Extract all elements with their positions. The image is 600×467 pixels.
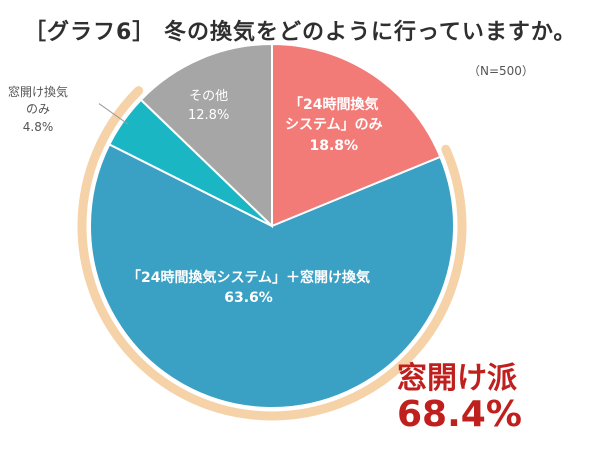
slice-24h-plus-window: [89, 143, 455, 409]
slice-label-24h-only: 「24時間換気 システム」のみ 18.8%: [285, 97, 383, 154]
sample-size-note: （N=500）: [468, 64, 534, 78]
leader-line-window-only: [98, 103, 129, 125]
slice-label-window-only: 窓開け換気 のみ 4.8%: [8, 85, 69, 134]
slice-other: [139, 42, 273, 229]
slice-label-24h-plus-window: 「24時間換気システム」＋窓開け換気 63.6%: [127, 270, 371, 307]
highlight-ring: [77, 86, 467, 421]
slice-label-other: その他 12.8%: [188, 89, 230, 123]
window-opening-highlight: 窓開け派 68.4%: [397, 362, 522, 435]
highlight-value: 68.4%: [397, 394, 522, 435]
chart-title: ［グラフ6］ 冬の換気をどのように行っていますか。: [24, 20, 577, 45]
slice-24h-only: [271, 42, 442, 228]
highlight-title: 窓開け派: [397, 361, 517, 396]
